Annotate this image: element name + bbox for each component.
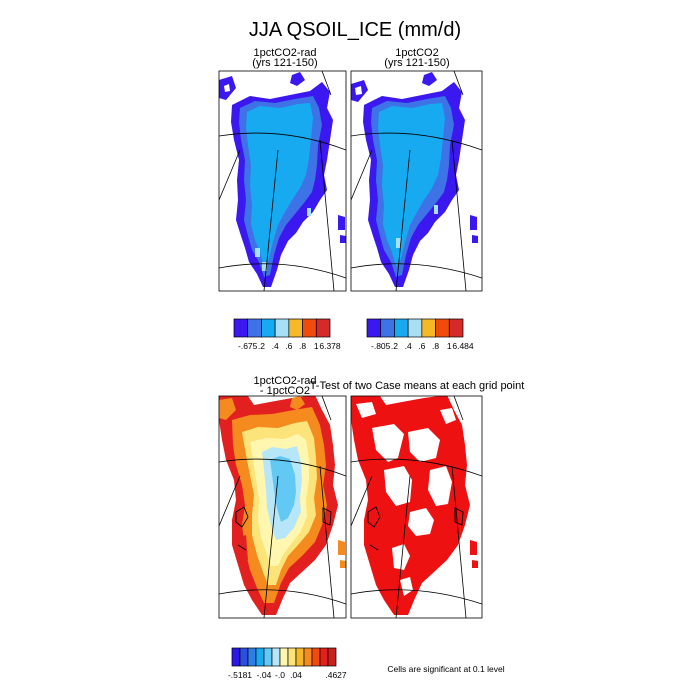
colorbar-swatch <box>302 318 317 338</box>
colorbar-tick-label: .4 <box>272 341 279 351</box>
colorbar-tick-label: .2 <box>258 341 265 351</box>
panel-3-graticule <box>219 396 346 618</box>
panel-1-title-line2: (yrs 121-150) <box>252 57 317 69</box>
colorbar-tick-label: .6 <box>285 341 292 351</box>
panel-ttest: T-Test of two Case means at each grid po… <box>310 380 525 619</box>
colorbar-panel-1: -.675.2 .4 .6 .8 1 6.378 <box>233 318 341 351</box>
colorbar-swatch <box>380 318 395 338</box>
colorbar-tick-label: -.0 <box>275 670 285 680</box>
panel-2-graticule <box>351 71 482 291</box>
panel-1pctco2-rad: 1pctCO2-rad (yrs 121-150) <box>218 47 347 292</box>
colorbar-swatch <box>448 318 464 338</box>
panel-3-title-line2: - 1pctCO2 <box>260 385 310 397</box>
colorbar-swatch <box>421 318 436 338</box>
panel-2-title-line1: 1pctCO2 <box>395 47 438 59</box>
colorbar-tick-label: 1 <box>314 341 319 351</box>
panel-3-frame <box>218 395 347 619</box>
panel-difference: 1pctCO2-rad - 1pctCO2 <box>218 375 347 619</box>
colorbar-tick-label: .8 <box>299 341 306 351</box>
colorbar-swatch <box>319 647 329 667</box>
colorbar-tick-label: .4 <box>405 341 412 351</box>
colorbar-tick-label: .04 <box>290 670 302 680</box>
colorbar-tick-label: 6.378 <box>319 341 341 351</box>
colorbar-swatch <box>239 647 249 667</box>
colorbar-swatch <box>261 318 276 338</box>
colorbar-swatch <box>315 318 331 338</box>
panel-2-frame <box>350 70 483 292</box>
panel-1-ice-core <box>246 103 313 266</box>
panel-1-edge-white <box>224 84 230 92</box>
panel-4-graticule <box>351 396 482 618</box>
colorbar-tick-label: .6 <box>418 341 425 351</box>
panel-1-edge-cells <box>219 72 346 243</box>
colorbar-swatch <box>287 647 297 667</box>
colorbar-swatch <box>407 318 423 338</box>
colorbar-tick-label: .8 <box>432 341 439 351</box>
panel-2-cell <box>396 238 401 248</box>
colorbar-tick-label: .2 <box>391 341 398 351</box>
panel-4-nonsig <box>356 402 456 596</box>
panel-1-cell <box>255 248 260 257</box>
panel-3-coast-patch <box>236 535 248 562</box>
panel-4-edge-cells <box>470 540 478 568</box>
colorbar-swatch <box>231 647 241 667</box>
colorbar-tick-label: 1 <box>447 341 452 351</box>
panel-4-frame <box>350 395 483 619</box>
colorbar-swatch <box>366 318 382 338</box>
panel-1-title-line1: 1pctCO2-rad <box>254 47 317 59</box>
colorbar-swatch <box>288 318 303 338</box>
colorbar-swatch <box>394 318 409 338</box>
colorbar-tick-label: -.675 <box>238 341 258 351</box>
panel-1-frame <box>218 70 347 292</box>
panel-3-field-blue <box>270 456 296 522</box>
panel-4-coast <box>367 506 464 551</box>
colorbar-swatch <box>255 647 265 667</box>
colorbar-tick-label: -.04 <box>257 670 272 680</box>
panel-3-edge-cells <box>219 396 346 568</box>
panel-3-coast <box>235 506 332 551</box>
panel-1-graticule <box>219 71 346 291</box>
colorbar-swatch <box>303 647 313 667</box>
colorbar-tick-label: 6.484 <box>452 341 474 351</box>
colorbar-swatch <box>311 647 321 667</box>
colorbar-swatch <box>327 647 337 667</box>
colorbar-swatch <box>295 647 305 667</box>
page-title: JJA QSOIL_ICE (mm/d) <box>249 19 461 41</box>
colorbar-tick-label: .4627 <box>325 670 347 680</box>
colorbar-swatch <box>263 647 273 667</box>
panel-1-cell <box>262 262 267 271</box>
panel-1-cell <box>307 208 311 216</box>
panel-2-edge-cells <box>351 72 478 243</box>
colorbar-panel-2: -.805.2 .4 .6 .8 1 6.484 <box>366 318 474 351</box>
colorbar-swatch <box>247 647 257 667</box>
colorbar-swatch <box>247 318 262 338</box>
colorbar-swatch <box>271 647 281 667</box>
colorbar-difference: -.5181 -.04 -.0 .04 .4627 <box>228 647 347 680</box>
colorbar-swatch <box>435 318 450 338</box>
significance-note: Cells are significant at 0.1 level <box>387 664 504 674</box>
panel-3-title-line1: 1pctCO2-rad <box>254 375 317 387</box>
panel-4-title: T-Test of two Case means at each grid po… <box>310 380 525 392</box>
panel-1pctco2: 1pctCO2 (yrs 121-150) <box>350 47 483 292</box>
colorbar-swatch <box>274 318 290 338</box>
colorbar-tick-label: -.5181 <box>228 670 252 680</box>
panel-2-cell <box>434 205 438 214</box>
colorbar-tick-label: -.805 <box>371 341 391 351</box>
panel-2-title-line2: (yrs 121-150) <box>384 57 449 69</box>
panel-2-edge-white <box>355 86 362 95</box>
panel-2-ice-core <box>378 103 445 266</box>
colorbar-swatch <box>279 647 289 667</box>
colorbar-swatch <box>233 318 249 338</box>
